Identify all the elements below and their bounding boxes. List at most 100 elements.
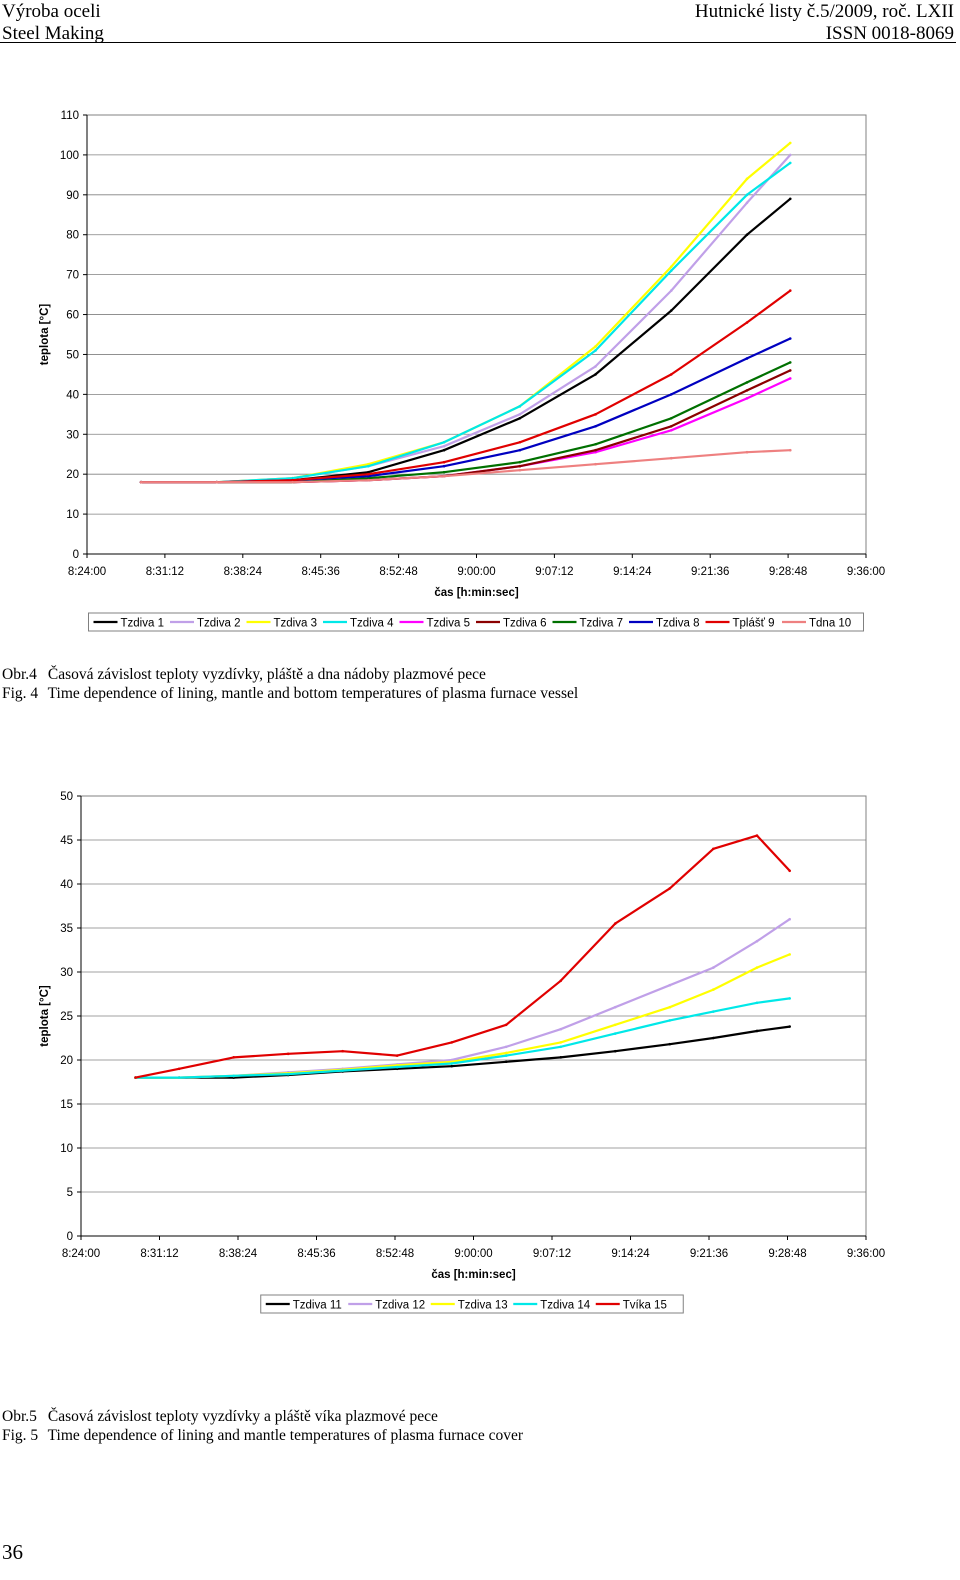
data-point (668, 1042, 672, 1046)
data-point (745, 201, 749, 205)
data-point (745, 193, 749, 197)
data-point (286, 1052, 290, 1056)
data-point (395, 1065, 399, 1069)
data-point (755, 834, 759, 837)
data-point (286, 1072, 290, 1076)
data-point (518, 413, 522, 416)
x-tick-label: 9:28:48 (769, 566, 807, 578)
y-tick-label: 5 (67, 1187, 73, 1199)
data-point (745, 397, 749, 400)
data-point (788, 1025, 791, 1028)
data-point (442, 460, 446, 464)
figure-5-text-en: Time dependence of lining and mantle tem… (47, 1427, 524, 1444)
y-tick-label: 30 (66, 429, 79, 441)
data-point (594, 448, 597, 452)
plot-area (86, 114, 867, 555)
y-tick-label: 30 (60, 967, 73, 979)
page-number: 36 (2, 1540, 23, 1564)
legend-box (260, 1294, 684, 1314)
data-point (504, 1045, 508, 1049)
x-tick-label: 9:00:00 (457, 566, 495, 578)
y-tick-label: 10 (66, 509, 79, 521)
data-point (788, 289, 792, 292)
x-tick-label: 8:45:36 (302, 566, 340, 578)
x-tick-label: 9:00:00 (454, 1248, 492, 1260)
data-point (669, 424, 673, 428)
data-point (559, 1045, 563, 1049)
legend-label: Tzdiva 8 (656, 618, 699, 630)
x-tick-label: 8:45:36 (297, 1248, 335, 1260)
legend-label: Tzdiva 13 (458, 1300, 508, 1312)
x-tick-label: 9:36:00 (847, 566, 885, 578)
data-point (668, 983, 672, 987)
series-line-1 (135, 1025, 790, 1079)
data-point (367, 478, 370, 482)
figure-5-text-cz: Časová závislost teploty vyzdívky a pláš… (47, 1408, 438, 1425)
legend-label: Tzdiva 3 (274, 618, 317, 630)
data-point (668, 887, 672, 890)
figure-5-caption-en: Fig. 5 Time dependence of lining and man… (2, 1426, 523, 1445)
data-point (442, 470, 446, 474)
data-point (613, 1032, 617, 1035)
data-point (668, 1019, 672, 1022)
data-point (788, 953, 791, 956)
data-point (442, 474, 446, 478)
y-tick-label: 20 (60, 1055, 73, 1067)
data-point (755, 1001, 759, 1005)
data-point (504, 1060, 508, 1064)
data-point (669, 309, 673, 312)
data-point (669, 269, 673, 272)
figure-4-caption-en: Fig. 4 Time dependence of lining, mantle… (2, 684, 578, 703)
journal-section-cz: Výroba oceli (2, 1, 101, 22)
data-point (755, 939, 759, 943)
x-tick-label: 9:07:12 (533, 1248, 571, 1260)
data-point (291, 480, 294, 484)
figure-4-chart: 0 10 20 30 40 50 60 70 80 90 100 110 8:24:00 8:31:12 8… (39, 110, 885, 632)
legend-label: Tzdiva 14 (540, 1300, 590, 1312)
y-tick-label: 20 (66, 469, 79, 481)
data-point (594, 345, 597, 348)
data-point (788, 997, 791, 1000)
x-tick-label: 8:24:00 (62, 1248, 100, 1260)
figure-4-text-en: Time dependence of lining, mantle and bo… (47, 685, 579, 702)
data-point (215, 480, 219, 484)
journal-section-en: Steel Making (2, 23, 104, 44)
data-point (367, 474, 370, 478)
data-point (755, 1029, 759, 1033)
x-tick-label: 8:52:48 (376, 1248, 414, 1260)
y-tick-label: 0 (73, 549, 79, 561)
legend-label: Tzdiva 7 (580, 618, 623, 630)
data-point (669, 393, 673, 396)
legend: Tzdiva 1 Tzdiva 2 Tzdiva 3 Tzdiva 4 Tzdiva 5… (88, 612, 864, 632)
y-tick-label: 50 (60, 791, 73, 803)
journal-issue: Hutnické listy č.5/2009, roč. LXII (694, 1, 954, 22)
figure-5-tag-en: Fig. 5 (2, 1427, 39, 1444)
data-point (442, 464, 446, 468)
data-point (442, 444, 446, 448)
data-point (745, 381, 749, 384)
data-point (232, 1074, 235, 1078)
series-line-5 (135, 834, 791, 1079)
data-point (613, 1023, 617, 1027)
data-point (367, 472, 370, 476)
y-tick-label: 15 (60, 1099, 73, 1111)
y-axis-title: teplota [°C] (39, 985, 51, 1047)
legend-label: Tzdiva 11 (293, 1300, 342, 1312)
y-tick-label: 80 (66, 230, 79, 242)
header-rule (0, 42, 956, 43)
y-tick-label: 25 (60, 1011, 73, 1023)
y-tick-label: 50 (66, 349, 79, 361)
data-point (613, 922, 617, 925)
x-tick-label: 9:21:36 (691, 566, 729, 578)
data-point (594, 462, 597, 466)
figure-5-tag-cz: Obr.5 (2, 1408, 37, 1425)
legend-label: Tzdiva 12 (375, 1300, 425, 1312)
data-point (518, 405, 522, 408)
legend-label: Tzdiva 1 (121, 618, 164, 630)
journal-issn: ISSN 0018-8069 (825, 23, 954, 44)
data-point (745, 389, 749, 392)
y-tick-label: 70 (66, 270, 79, 282)
data-point (745, 450, 749, 454)
y-tick-label: 40 (60, 879, 73, 891)
x-tick-label: 9:36:00 (847, 1248, 885, 1260)
